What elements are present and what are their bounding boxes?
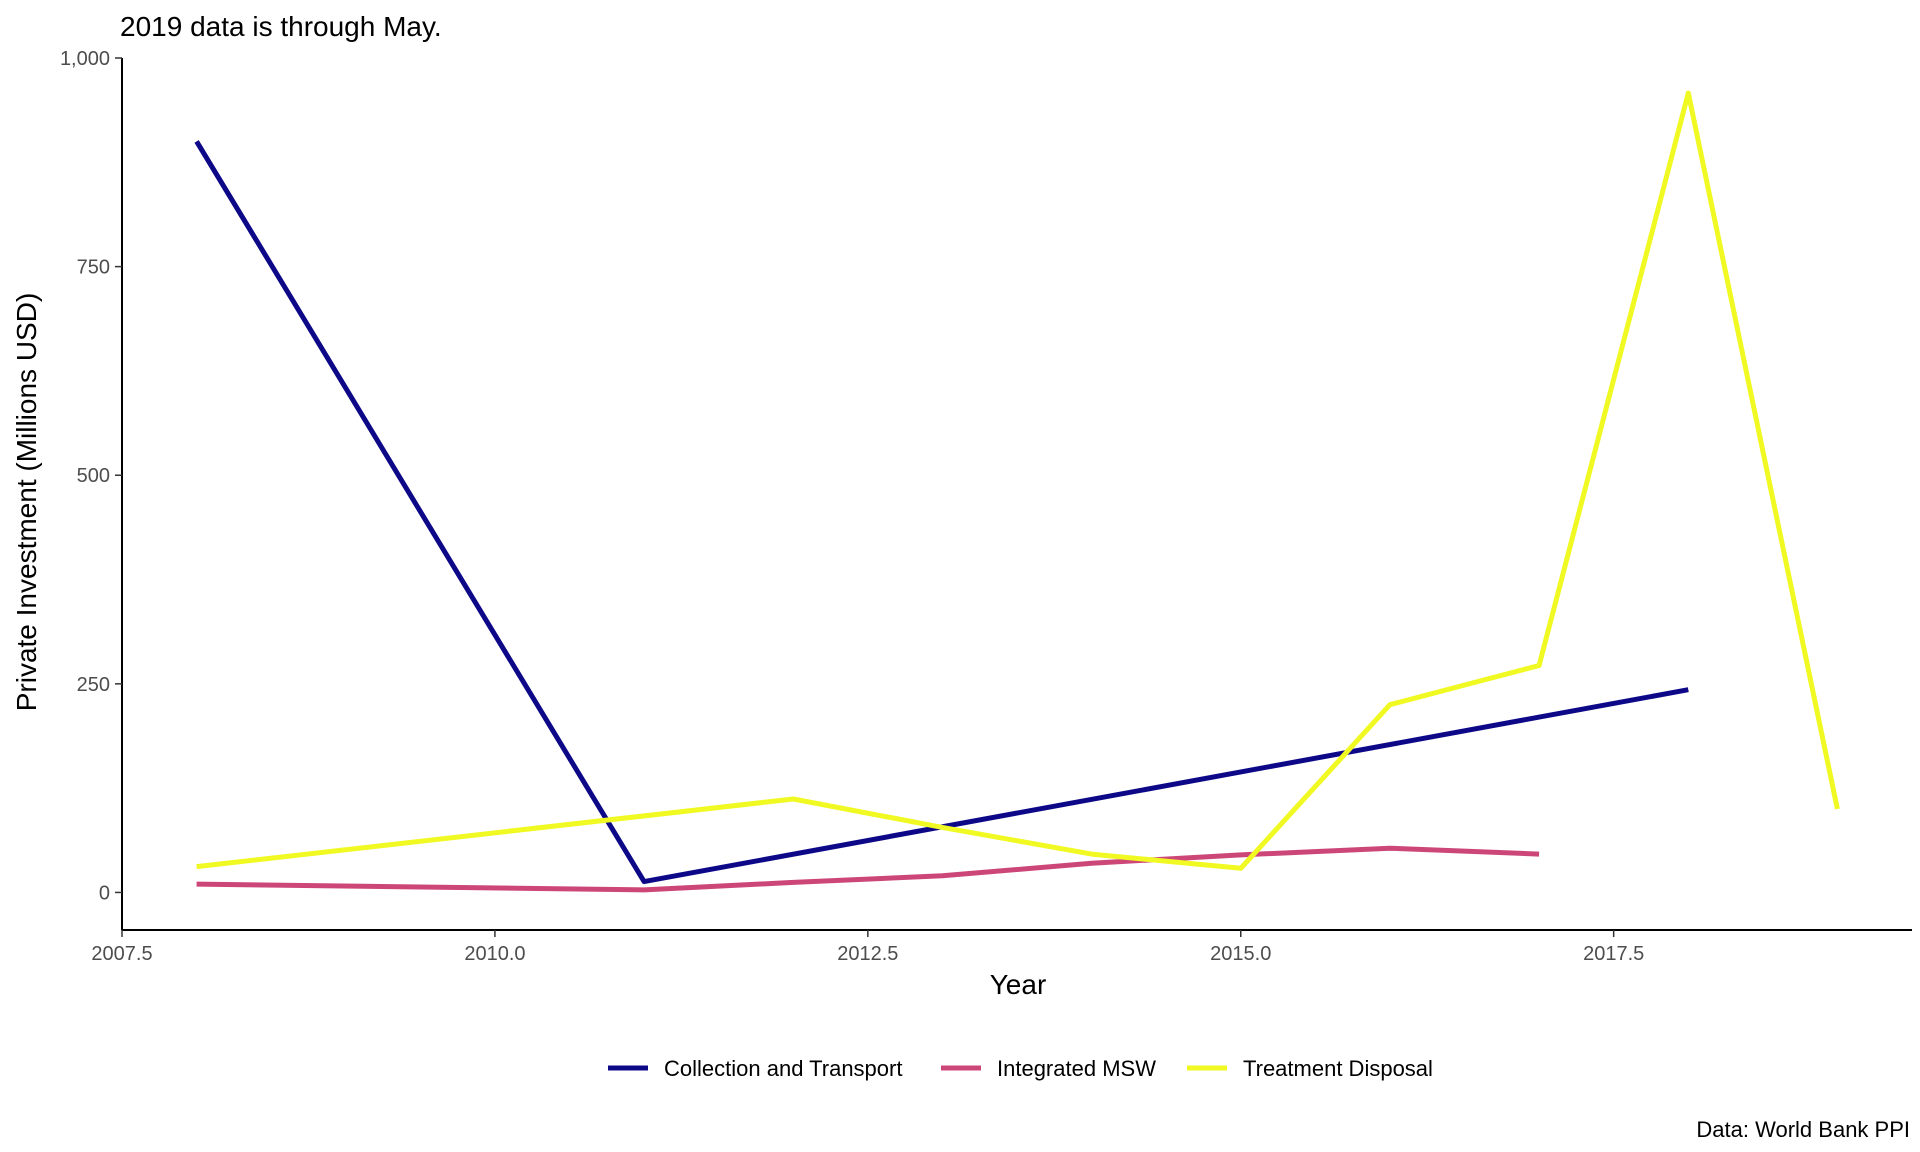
x-tick-label: 2007.5	[91, 943, 152, 965]
x-tick-label: 2017.5	[1583, 943, 1644, 965]
series-line-collection-and-transport	[194, 140, 1689, 885]
y-tick-label: 750	[77, 257, 110, 279]
legend-label: Collection and Transport	[664, 1056, 902, 1081]
y-axis-ticks: 0 250 500 750 1,000	[60, 48, 122, 904]
x-axis-title: Year	[990, 969, 1047, 1000]
x-axis-ticks: 2007.5 2010.0 2012.5 2015.0 2017.5	[91, 930, 1644, 965]
legend-item: Collection and Transport	[608, 1056, 902, 1081]
x-tick-label: 2015.0	[1210, 943, 1271, 965]
plot-lines	[194, 90, 1840, 893]
chart-caption: Data: World Bank PPI	[1696, 1117, 1910, 1142]
legend-label: Treatment Disposal	[1243, 1056, 1433, 1081]
chart-subtitle: 2019 data is through May.	[120, 11, 442, 42]
y-tick-label: 0	[99, 882, 110, 904]
series-line-treatment-disposal	[196, 90, 1840, 871]
y-axis-title: Private Investment (Millions USD)	[11, 293, 42, 712]
y-tick-label: 250	[77, 674, 110, 696]
series-line-integrated-msw	[196, 845, 1540, 893]
x-tick-label: 2010.0	[464, 943, 525, 965]
legend-label: Integrated MSW	[997, 1056, 1156, 1081]
y-tick-label: 1,000	[60, 48, 110, 70]
x-tick-label: 2012.5	[837, 943, 898, 965]
y-tick-label: 500	[77, 465, 110, 487]
legend: Collection and Transport Integrated MSW Tr…	[608, 1056, 1433, 1081]
legend-item: Integrated MSW	[941, 1056, 1156, 1081]
legend-item: Treatment Disposal	[1187, 1056, 1433, 1081]
